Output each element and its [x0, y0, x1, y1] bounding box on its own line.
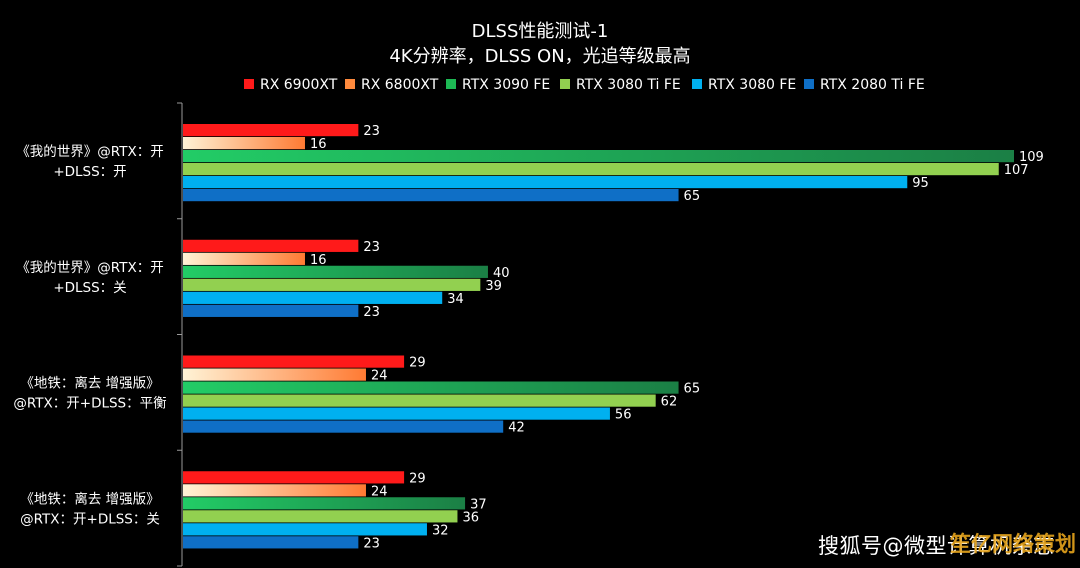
data-label: 24	[371, 484, 388, 499]
legend-label: RTX 2080 Ti FE	[820, 77, 925, 93]
data-label: 39	[485, 279, 502, 294]
data-label: 23	[363, 240, 380, 255]
category-label: @RTX：开+DLSS：关	[20, 511, 160, 527]
data-label: 29	[409, 471, 426, 486]
bar	[183, 304, 359, 317]
bar	[183, 278, 481, 291]
category-label: 《地铁：离去 增强版》	[20, 490, 159, 507]
watermark-text: 搜狐号@微型计算机杂志	[818, 534, 1055, 558]
watermark-overlay: 笙亿网络策划	[950, 532, 1076, 556]
bar	[183, 355, 405, 368]
data-label: 65	[684, 189, 701, 204]
bar	[183, 150, 1014, 163]
bar	[183, 239, 359, 252]
data-label: 23	[363, 536, 380, 551]
legend-swatch	[244, 79, 254, 89]
chart-subtitle: 4K分辨率，DLSS ON，光追等级最高	[389, 46, 690, 67]
legend: RX 6900XT RX 6800XT RTX 3090 FE RTX 3080 Ti…	[244, 77, 925, 93]
data-label: 16	[310, 137, 327, 152]
data-label: 34	[447, 292, 464, 307]
data-label: 23	[363, 124, 380, 139]
data-label: 40	[493, 266, 510, 281]
data-label: 56	[615, 408, 632, 423]
bar	[183, 420, 504, 433]
bar	[183, 523, 427, 536]
data-label: 29	[409, 356, 426, 371]
data-label: 37	[470, 497, 487, 512]
bar	[183, 407, 610, 420]
bar	[183, 265, 488, 278]
legend-swatch	[446, 79, 456, 89]
bar	[183, 536, 359, 549]
data-label: 16	[310, 253, 327, 268]
legend-swatch	[345, 79, 355, 89]
bar	[183, 394, 656, 407]
legend-swatch	[560, 79, 570, 89]
legend-swatch	[804, 79, 814, 89]
bar	[183, 510, 458, 523]
legend-label: RX 6900XT	[260, 77, 338, 93]
bars	[183, 124, 1014, 549]
data-label: 95	[912, 176, 929, 191]
legend-label: RTX 3080 Ti FE	[576, 77, 681, 93]
bar	[183, 137, 305, 150]
bar	[183, 497, 466, 510]
bar	[183, 163, 999, 176]
bar	[183, 252, 305, 265]
category-label: +DLSS：开	[53, 164, 126, 180]
data-label: 23	[363, 305, 380, 320]
bar	[183, 381, 679, 394]
legend-swatch	[692, 79, 702, 89]
category-label: +DLSS：关	[53, 280, 126, 296]
data-label: 32	[432, 523, 449, 538]
category-label: @RTX：开+DLSS：平衡	[13, 396, 166, 412]
category-label: 《我的世界》@RTX：开	[16, 144, 163, 160]
category-label: 《我的世界》@RTX：开	[16, 260, 163, 276]
bar	[183, 176, 908, 189]
data-label: 24	[371, 369, 388, 384]
data-label: 62	[661, 395, 678, 410]
legend-label: RTX 3090 FE	[462, 77, 550, 93]
legend-label: RTX 3080 FE	[708, 77, 796, 93]
y-axis	[177, 102, 183, 567]
category-labels: 《我的世界》@RTX：开+DLSS：开《我的世界》@RTX：开+DLSS：关《地…	[13, 144, 166, 527]
data-label: 107	[1004, 163, 1029, 178]
data-label: 36	[462, 510, 479, 525]
bar	[183, 291, 443, 304]
data-label: 65	[684, 382, 701, 397]
bar	[183, 471, 405, 484]
bar	[183, 484, 366, 497]
chart-title: DLSS性能测试-1	[472, 21, 609, 42]
bar	[183, 124, 359, 137]
legend-label: RX 6800XT	[361, 77, 439, 93]
bar	[183, 189, 679, 202]
data-label: 42	[508, 421, 525, 436]
data-label: 109	[1019, 150, 1044, 165]
category-label: 《地铁：离去 增强版》	[20, 375, 159, 392]
bar	[183, 368, 366, 381]
